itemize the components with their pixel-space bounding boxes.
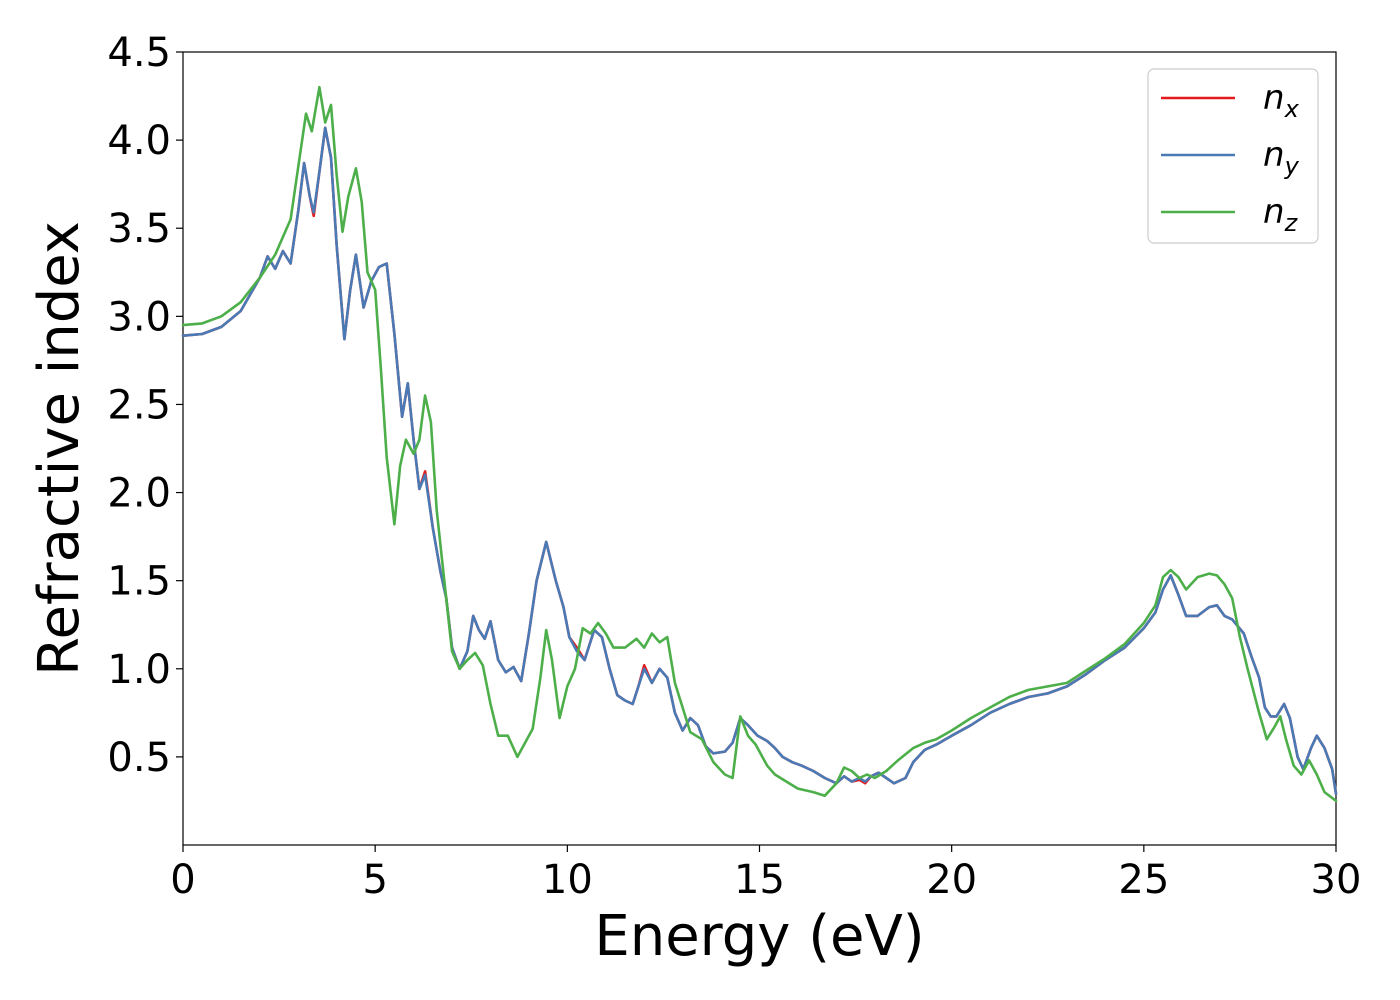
x-tick-label: 30 (1311, 857, 1362, 903)
y-tick-label: 3.5 (107, 206, 171, 252)
series-line-n-y (181, 126, 1338, 796)
y-tick-label: 2.0 (107, 471, 171, 517)
x-tick-label: 15 (734, 857, 785, 903)
y-tick-label: 0.5 (107, 735, 171, 781)
legend-label: nz (1263, 192, 1299, 237)
y-axis-ticks: 0.5 1.0 1.5 2.0 2.5 3.0 3.5 4.0 4.5 (107, 30, 183, 781)
series-line-n-z (181, 85, 1338, 803)
legend-label: nx (1263, 78, 1300, 123)
y-axis-label: Refractive index (27, 221, 92, 676)
y-tick-label: 1.0 (107, 647, 171, 693)
y-tick-label: 4.5 (107, 30, 171, 76)
legend-label: ny (1263, 135, 1300, 180)
y-tick-label: 2.5 (107, 382, 171, 428)
x-axis-ticks: 0 5 10 15 20 25 30 (170, 845, 1361, 903)
y-tick-label: 3.0 (107, 294, 171, 340)
y-tick-label: 1.5 (107, 559, 171, 605)
x-tick-label: 10 (542, 857, 593, 903)
legend: nx ny nz (1147, 68, 1319, 244)
x-tick-label: 20 (926, 857, 977, 903)
x-tick-label: 25 (1118, 857, 1169, 903)
series-layer (181, 85, 1338, 803)
x-tick-label: 5 (362, 857, 387, 903)
y-tick-label: 4.0 (107, 118, 171, 164)
x-tick-label: 0 (170, 857, 195, 903)
x-axis-label: Energy (eV) (594, 904, 924, 969)
